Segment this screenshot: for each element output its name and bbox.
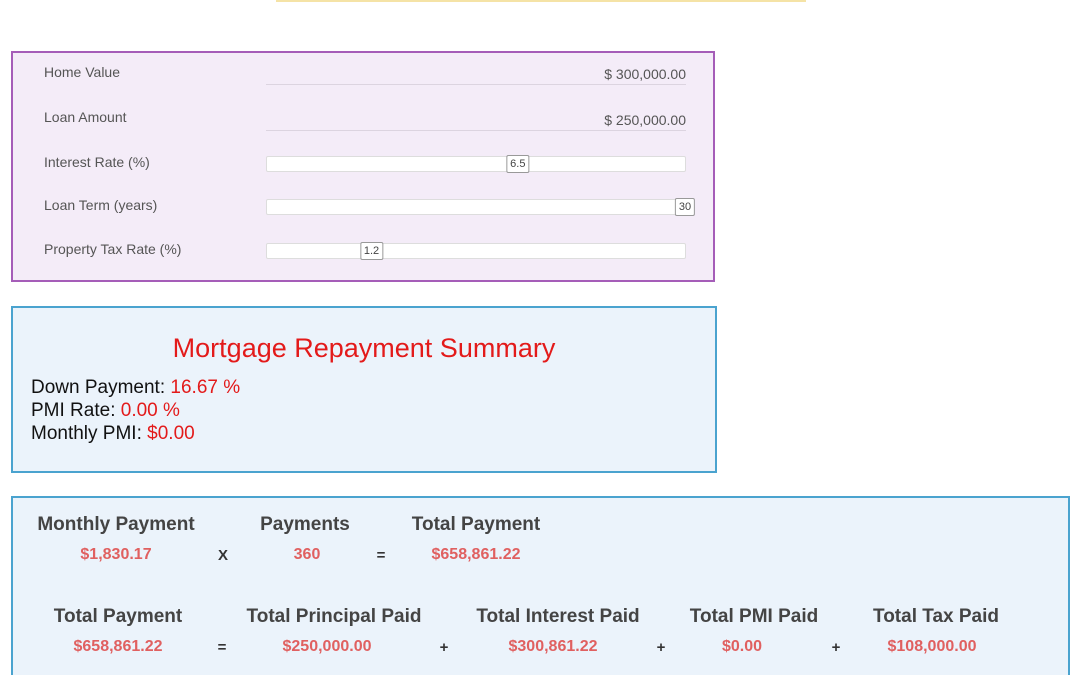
down-payment-line: Down Payment: 16.67 % <box>31 377 240 399</box>
interest-rate-slider[interactable]: 6.5 <box>266 155 686 173</box>
breakdown-total-payment-heading: Total Payment <box>53 606 183 627</box>
loan-term-label: Loan Term (years) <box>44 197 158 213</box>
property-tax-label: Property Tax Rate (%) <box>44 241 182 257</box>
monthly-pmi-label: Monthly PMI: <box>31 423 142 444</box>
interest-paid-value: $300,861.22 <box>508 638 598 655</box>
inputs-panel: Home Value $ 300,000.00 Loan Amount $ 25… <box>11 51 715 282</box>
plus-operator-3: + <box>831 639 841 656</box>
tax-paid-heading: Total Tax Paid <box>873 606 999 627</box>
payments-count-heading: Payments <box>260 514 350 535</box>
loan-term-slider-handle[interactable]: 30 <box>674 198 696 216</box>
monthly-pmi-value: $0.00 <box>147 423 195 444</box>
pmi-rate-label: PMI Rate: <box>31 400 116 421</box>
property-tax-slider[interactable]: 1.2 <box>266 242 686 260</box>
summary-title: Mortgage Repayment Summary <box>172 333 556 363</box>
down-payment-value: 16.67 % <box>170 377 241 398</box>
property-tax-slider-handle[interactable]: 1.2 <box>359 242 384 260</box>
home-value-label: Home Value <box>44 64 121 80</box>
pmi-rate-line: PMI Rate: 0.00 % <box>31 400 180 422</box>
loan-amount-label: Loan Amount <box>44 109 127 125</box>
tax-paid-value: $108,000.00 <box>887 638 977 655</box>
payments-panel: Monthly Payment $1,830.17 X Payments 360… <box>11 496 1070 675</box>
down-payment-label: Down Payment: <box>31 377 166 398</box>
plus-operator-2: + <box>656 639 666 656</box>
monthly-payment-value: $1,830.17 <box>80 546 152 563</box>
total-payment-heading: Total Payment <box>411 514 541 535</box>
interest-paid-heading: Total Interest Paid <box>476 606 640 627</box>
loan-term-slider[interactable]: 30 <box>266 198 696 216</box>
loan-amount-input[interactable]: $ 250,000.00 <box>266 110 686 131</box>
payments-count-value: 360 <box>293 546 321 563</box>
breakdown-equals-operator: = <box>217 639 227 656</box>
pmi-rate-value: 0.00 % <box>120 400 180 421</box>
total-payment-value: $658,861.22 <box>431 546 521 563</box>
multiply-operator: X <box>217 547 229 564</box>
repayment-summary-panel: Mortgage Repayment Summary Down Payment:… <box>11 306 717 473</box>
breakdown-total-payment-value: $658,861.22 <box>73 638 163 655</box>
interest-rate-label: Interest Rate (%) <box>44 154 150 170</box>
equals-operator: = <box>376 547 386 564</box>
interest-rate-slider-handle[interactable]: 6.5 <box>506 155 530 173</box>
principal-paid-value: $250,000.00 <box>282 638 372 655</box>
pmi-paid-heading: Total PMI Paid <box>689 606 819 627</box>
plus-operator-1: + <box>439 639 449 656</box>
home-value-input[interactable]: $ 300,000.00 <box>266 64 686 85</box>
monthly-pmi-line: Monthly PMI: $0.00 <box>31 423 195 445</box>
pmi-paid-value: $0.00 <box>721 638 763 655</box>
principal-paid-heading: Total Principal Paid <box>246 606 422 627</box>
top-banner-strip <box>276 0 806 2</box>
monthly-payment-heading: Monthly Payment <box>37 514 195 535</box>
